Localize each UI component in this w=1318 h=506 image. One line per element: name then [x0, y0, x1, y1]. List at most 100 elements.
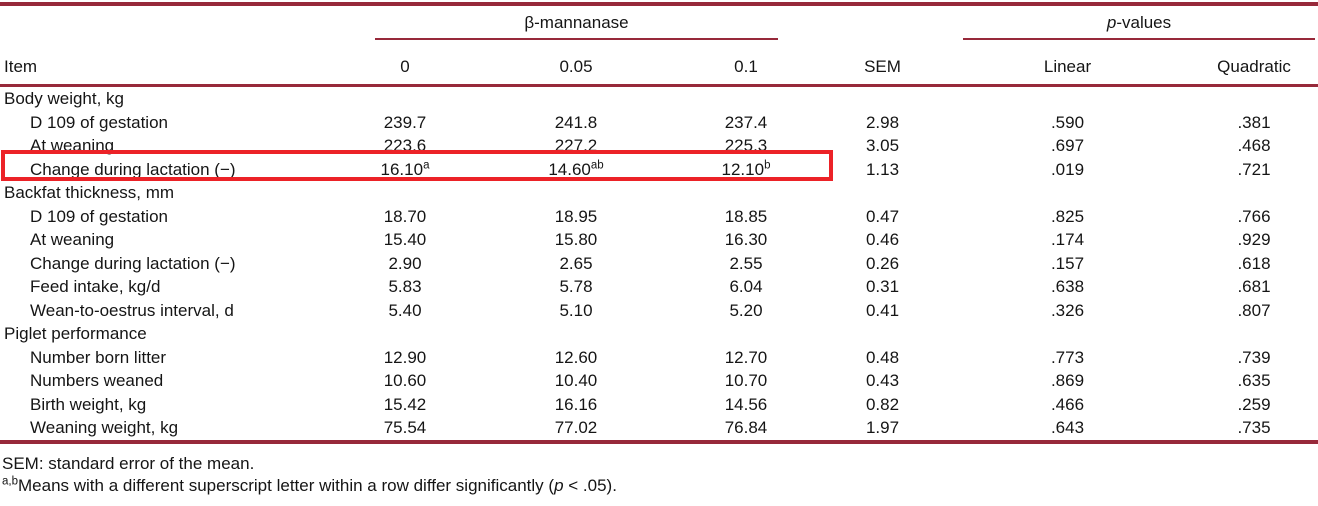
cell-value: 18.70 [383, 206, 427, 226]
enzyme-group-cell: β-mannanase [330, 6, 820, 40]
cell-value: 15.42 [383, 394, 427, 414]
cell-value: 0.41 [865, 300, 900, 320]
cell-value: 0.46 [865, 230, 900, 249]
group-header-row: β-mannanase p-values [0, 6, 1318, 40]
col-header-dose-01: 0.1 [672, 40, 820, 87]
cell-value: .174 [1050, 230, 1085, 249]
row-label: Change during lactation (−) [30, 159, 236, 179]
cell-value: 241.8 [554, 112, 598, 132]
cell-value: .326 [1050, 300, 1085, 320]
enzyme-group-label: β-mannanase [524, 13, 629, 32]
section-row: Backfat thickness, mm [0, 181, 1318, 205]
cell-value: 0.43 [865, 371, 900, 390]
footnote-sem: SEM: standard error of the mean. [2, 453, 255, 473]
col-header-quadratic: Quadratic [1190, 40, 1318, 87]
cell-value: 225.3 [724, 136, 768, 155]
cell-value: .773 [1050, 347, 1085, 367]
cell-value [480, 322, 672, 346]
cell-value [945, 181, 1190, 205]
table-row: Numbers weaned 10.60 10.40 10.70 0.43 .869 .63… [0, 369, 1318, 393]
row-label: At weaning [30, 136, 115, 155]
cell-value: 16.10a [380, 158, 430, 179]
cell-value: 76.84 [724, 418, 768, 437]
cell-value: 18.85 [724, 206, 768, 226]
row-label: Change during lactation (−) [30, 253, 236, 273]
cell-value: 5.83 [388, 277, 422, 296]
cell-value [1190, 181, 1318, 205]
row-label: At weaning [30, 230, 115, 249]
table-body: Body weight, kg D 109 of gestation 239.7 24… [0, 86, 1318, 440]
cell-value: 2.55 [729, 253, 763, 273]
cell-value: 0.31 [865, 277, 900, 296]
cell-value [672, 322, 820, 346]
cell-value: 5.10 [559, 300, 593, 320]
table-row: Weaning weight, kg 75.54 77.02 76.84 1.97 .64… [0, 416, 1318, 440]
cell-value [480, 86, 672, 111]
cell-value: 12.90 [383, 347, 427, 367]
cell-value: 14.56 [724, 394, 768, 414]
cell-value: 0.82 [865, 394, 900, 414]
cell-value: 12.70 [724, 347, 768, 367]
cell-value: .635 [1237, 371, 1271, 390]
row-label: Number born litter [30, 347, 167, 367]
cell-value: .618 [1237, 253, 1271, 273]
table-bottom-rule [0, 439, 1318, 444]
footnote-superscripts: a,bMeans with a different superscript le… [2, 474, 617, 495]
cell-value: .721 [1237, 159, 1271, 179]
footnotes: SEM: standard error of the mean. a,bMean… [0, 453, 1318, 497]
cell-value: .157 [1050, 253, 1085, 273]
cell-value: 5.20 [729, 300, 763, 320]
cell-value: .590 [1050, 112, 1085, 132]
cell-value: .697 [1050, 136, 1085, 155]
cell-value: 239.7 [383, 112, 427, 132]
cell-value: .259 [1237, 394, 1271, 414]
table-row: Feed intake, kg/d 5.83 5.78 6.04 0.31 .638 .68… [0, 275, 1318, 299]
row-label: Feed intake, kg/d [30, 277, 161, 296]
pvalues-group-rule: p-values [963, 13, 1315, 40]
cell-value [330, 322, 480, 346]
cell-value: 223.6 [383, 136, 427, 155]
cell-value: 12.60 [554, 347, 598, 367]
cell-value: 5.40 [388, 300, 422, 320]
table-top-rule [0, 2, 1318, 6]
row-label: Backfat thickness, mm [4, 183, 175, 202]
cell-value: .019 [1050, 159, 1085, 179]
pvalues-group-cell: p-values [945, 6, 1318, 40]
cell-value: .638 [1050, 277, 1085, 296]
pvalues-group-label: p-values [1106, 13, 1172, 32]
cell-value: .869 [1050, 371, 1085, 390]
cell-value: 16.16 [554, 394, 598, 414]
cell-value [330, 86, 480, 111]
cell-value [820, 322, 945, 346]
cell-value: 10.40 [554, 371, 598, 390]
table-row: Change during lactation (−) 2.90 2.65 2.55 0… [0, 252, 1318, 276]
cell-value: 2.65 [559, 253, 593, 273]
cell-value [672, 181, 820, 205]
cell-value: .381 [1237, 112, 1271, 132]
cell-value: 2.90 [388, 253, 422, 273]
row-label: D 109 of gestation [30, 112, 168, 132]
spacer [0, 6, 330, 40]
cell-value [330, 181, 480, 205]
cell-value: .807 [1237, 300, 1271, 320]
cell-value: .739 [1237, 347, 1271, 367]
row-label: Body weight, kg [4, 89, 125, 108]
row-label: Numbers weaned [30, 371, 164, 390]
table-row: Number born litter 12.90 12.60 12.70 0.48 .77… [0, 346, 1318, 370]
cell-value: .466 [1050, 394, 1085, 414]
col-header-item: Item [0, 40, 330, 87]
cell-value: .766 [1237, 206, 1271, 226]
cell-value: 3.05 [865, 136, 900, 155]
section-row: Piglet performance [0, 322, 1318, 346]
cell-value: 14.60ab [548, 158, 604, 179]
cell-value: 1.13 [865, 159, 900, 179]
cell-value: 15.40 [383, 230, 427, 249]
cell-value: .643 [1050, 418, 1085, 437]
cell-value [820, 181, 945, 205]
cell-value: .468 [1237, 136, 1271, 155]
cell-value: 15.80 [554, 230, 598, 249]
cell-value [820, 86, 945, 111]
cell-value: 10.70 [724, 371, 768, 390]
cell-value [480, 181, 672, 205]
